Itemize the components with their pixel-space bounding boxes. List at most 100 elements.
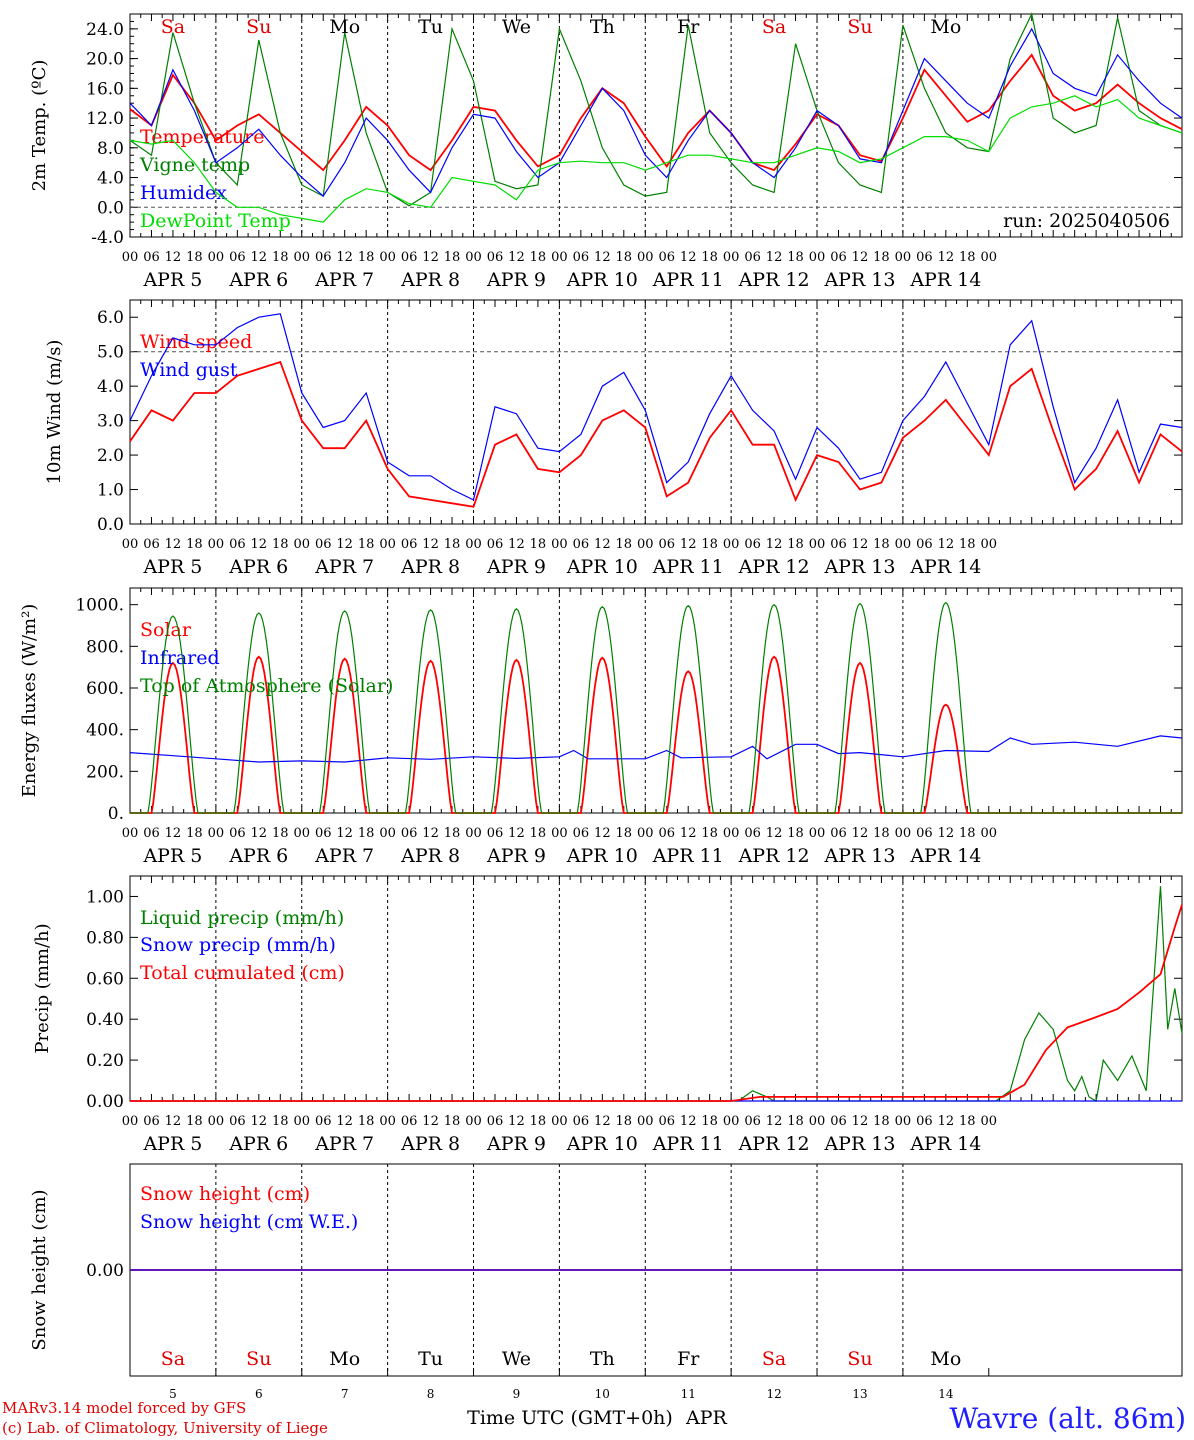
hour-tick-label: 00 [293, 250, 310, 265]
y-tick-label: 8.0 [97, 139, 124, 159]
hour-tick-label: 12 [508, 537, 525, 552]
legend-entry: Snow precip (mm/h) [140, 934, 336, 956]
y-tick-label: 4.0 [97, 377, 124, 397]
date-label: APR 5 [142, 269, 202, 291]
date-label: APR 12 [738, 845, 810, 867]
hour-tick-label: 00 [895, 826, 912, 841]
hour-tick-label: 12 [336, 250, 353, 265]
hour-tick-label: 18 [959, 826, 976, 841]
series-line-liquid-precip-mm-h- [130, 886, 1183, 1102]
hour-tick-label: 06 [573, 250, 590, 265]
y-tick-label: 4.0 [97, 169, 124, 189]
hour-tick-label: 12 [594, 1114, 611, 1129]
y-tick-label: 6.0 [97, 308, 124, 328]
weekday-label: We [502, 16, 531, 38]
weekday-label: Sa [762, 1348, 786, 1370]
hour-tick-label: 00 [723, 1114, 740, 1129]
hour-tick-label: 18 [444, 537, 461, 552]
date-label: APR 7 [314, 1133, 374, 1155]
weekday-label: Fr [677, 16, 700, 38]
date-label: APR 11 [652, 1133, 724, 1155]
run-annotation: run: 2025040506 [1003, 210, 1170, 232]
hour-tick-label: 18 [787, 250, 804, 265]
hour-tick-label: 18 [186, 250, 203, 265]
hour-tick-label: 12 [422, 537, 439, 552]
date-label: APR 7 [314, 269, 374, 291]
hour-tick-label: 18 [358, 826, 375, 841]
hour-tick-label: 18 [444, 250, 461, 265]
hour-tick-label: 12 [680, 826, 697, 841]
hour-tick-label: 00 [981, 826, 998, 841]
hour-tick-label: 18 [444, 826, 461, 841]
hour-tick-label: 00 [637, 826, 654, 841]
legend-entry: Wind gust [140, 359, 238, 381]
hour-tick-label: 00 [637, 537, 654, 552]
hour-tick-label: 00 [809, 250, 826, 265]
panel-frame [129, 13, 1183, 238]
panel-frame [129, 587, 1183, 814]
hour-tick-label: 12 [165, 250, 182, 265]
hour-tick-label: 12 [508, 826, 525, 841]
station-label: Wavre (alt. 86m) [949, 1402, 1186, 1435]
hour-tick-label: 18 [616, 826, 633, 841]
hour-tick-label: 00 [551, 1114, 568, 1129]
hour-tick-label: 12 [422, 1114, 439, 1129]
y-tick-label: 12.0 [86, 109, 124, 129]
weekday-label: Tu [418, 16, 443, 38]
date-label: APR 5 [142, 845, 202, 867]
weekday-label: Th [590, 1348, 615, 1370]
hour-tick-label: 12 [251, 250, 268, 265]
hour-tick-label: 18 [272, 826, 289, 841]
hour-tick-label: 00 [465, 250, 482, 265]
hour-tick-label: 18 [186, 537, 203, 552]
hour-tick-label: 00 [637, 250, 654, 265]
hour-tick-label: 18 [358, 537, 375, 552]
hour-tick-label: 00 [551, 250, 568, 265]
hour-tick-label: 06 [744, 250, 761, 265]
hour-tick-label: 06 [315, 826, 332, 841]
y-axis-label: Precip (mm/h) [32, 923, 53, 1053]
day-number-label: 9 [513, 1387, 521, 1401]
date-label: APR 9 [486, 845, 546, 867]
y-tick-label: 0.20 [86, 1051, 124, 1071]
hour-tick-label: 12 [852, 826, 869, 841]
date-label: APR 8 [400, 845, 460, 867]
hour-tick-label: 12 [422, 826, 439, 841]
hour-tick-label: 12 [594, 537, 611, 552]
y-tick-label: 0.0 [97, 515, 124, 535]
hour-tick-label: 06 [658, 537, 675, 552]
y-tick-label: 0.80 [86, 928, 124, 948]
hour-tick-label: 12 [680, 1114, 697, 1129]
date-label: APR 7 [314, 845, 374, 867]
date-label: APR 9 [486, 1133, 546, 1155]
date-label: APR 13 [823, 269, 895, 291]
y-tick-label: 20.0 [86, 50, 124, 70]
date-label: APR 12 [738, 556, 810, 578]
hour-tick-label: 00 [465, 826, 482, 841]
hour-tick-label: 12 [766, 537, 783, 552]
hour-tick-label: 06 [401, 250, 418, 265]
hour-tick-label: 00 [981, 250, 998, 265]
date-label: APR 8 [400, 556, 460, 578]
hour-tick-label: 00 [208, 537, 225, 552]
y-tick-label: 800. [86, 637, 124, 657]
hour-tick-label: 18 [787, 1114, 804, 1129]
legend-entry: DewPoint Temp [140, 210, 291, 232]
hour-tick-label: 06 [830, 537, 847, 552]
hour-tick-label: 00 [981, 1114, 998, 1129]
hour-tick-label: 12 [422, 250, 439, 265]
hour-tick-label: 00 [379, 250, 396, 265]
series-line-wind-gust [129, 313, 1183, 501]
day-number-label: 12 [766, 1387, 781, 1401]
legend-entry: Total cumulated (cm) [140, 962, 345, 984]
hour-tick-label: 12 [852, 1114, 869, 1129]
hour-tick-label: 00 [551, 537, 568, 552]
hour-tick-label: 12 [852, 537, 869, 552]
hour-tick-label: 12 [508, 250, 525, 265]
date-label: APR 11 [652, 845, 724, 867]
hour-tick-label: 00 [723, 250, 740, 265]
date-label: APR 8 [400, 1133, 460, 1155]
hour-tick-label: 12 [251, 826, 268, 841]
day-number-label: 13 [852, 1387, 867, 1401]
hour-tick-label: 12 [938, 826, 955, 841]
